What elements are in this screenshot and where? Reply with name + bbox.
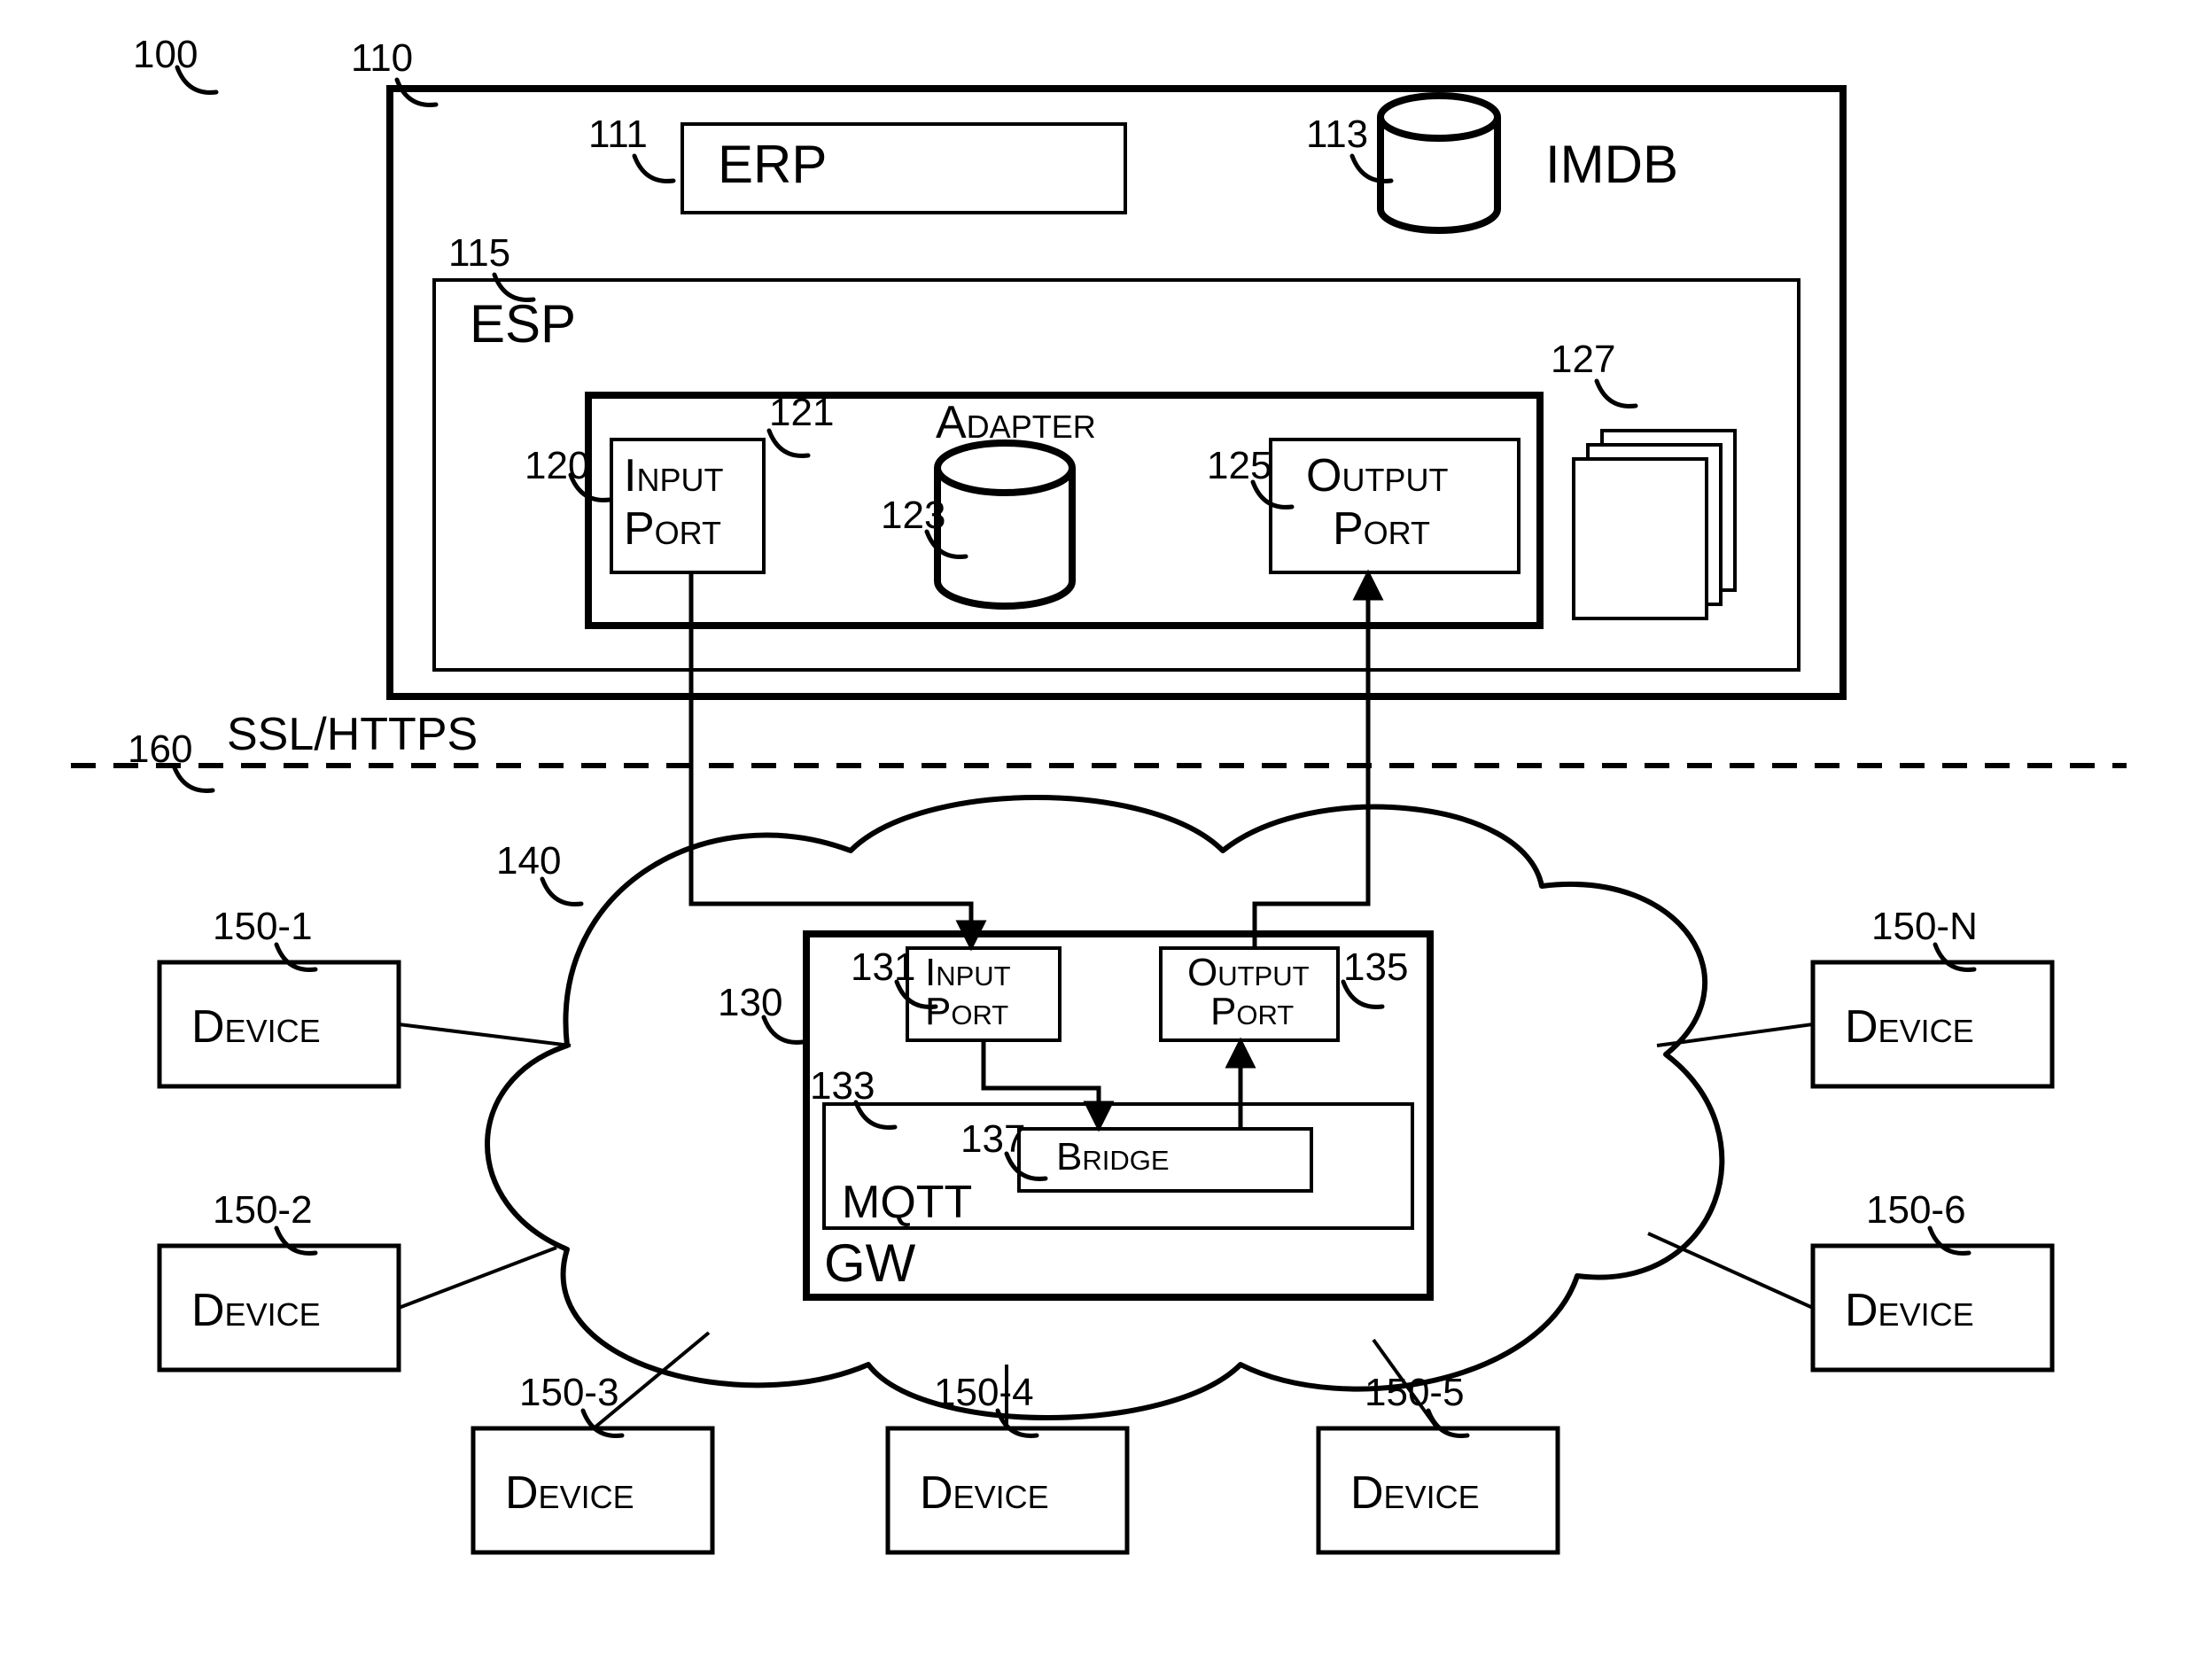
label-input2a: Input <box>925 951 1011 994</box>
ref-133: 133 <box>810 1064 875 1108</box>
ref-hook-140 <box>542 879 581 904</box>
ref-130: 130 <box>718 981 782 1024</box>
label-imdb: IMDB <box>1545 135 1678 194</box>
label-output1b: Port <box>1333 503 1430 555</box>
label-dev6: Device <box>1845 1285 1974 1336</box>
label-dev3: Device <box>505 1467 634 1519</box>
ref-110: 110 <box>351 36 413 80</box>
label-input1b: Port <box>624 503 721 555</box>
ref-131: 131 <box>851 945 915 989</box>
ref-150-4: 150-4 <box>934 1371 1034 1414</box>
label-dev2: Device <box>191 1285 321 1336</box>
ref-111: 111 <box>588 113 648 156</box>
ref-150-2: 150-2 <box>213 1188 313 1232</box>
ref-100: 100 <box>133 33 198 76</box>
label-adapter: Adapter <box>936 397 1096 448</box>
label-gw: GW <box>824 1233 916 1293</box>
ref-120: 120 <box>525 444 589 487</box>
ref-150-1: 150-1 <box>213 905 313 948</box>
label-mqtt: MQTT <box>842 1177 972 1228</box>
label-output2a: Output <box>1187 951 1310 994</box>
device-link-1 <box>399 1024 571 1046</box>
label-dev5: Device <box>1350 1467 1480 1519</box>
box-doc3 <box>1574 459 1707 618</box>
ref-123: 123 <box>881 494 945 537</box>
ref-150-N: 150-N <box>1871 905 1978 948</box>
label-input1a: Input <box>624 450 723 502</box>
device-link-2 <box>399 1248 556 1308</box>
label-esp: ESP <box>470 294 576 354</box>
ref-160: 160 <box>128 727 192 771</box>
ref-150-6: 150-6 <box>1866 1188 1966 1232</box>
label-output2b: Port <box>1210 990 1294 1033</box>
label-input2b: Port <box>925 990 1008 1033</box>
label-output1a: Output <box>1306 450 1448 502</box>
label-devN: Device <box>1845 1001 1974 1053</box>
label-erp: ERP <box>718 135 827 194</box>
ref-135: 135 <box>1343 945 1408 989</box>
label-ssl: SSL/HTTPS <box>227 709 478 760</box>
label-dev4: Device <box>920 1467 1049 1519</box>
ref-150-3: 150-3 <box>519 1371 619 1414</box>
cylinder-imdb-top <box>1380 96 1497 138</box>
ref-113: 113 <box>1306 113 1368 156</box>
ref-115: 115 <box>448 231 510 275</box>
diagram: 100 110 111 113 115 120 121 123 125 127 160 140 130 1… <box>0 0 2201 1680</box>
ref-121: 121 <box>769 391 834 434</box>
cylinder-adapter-top <box>937 443 1072 493</box>
ref-125: 125 <box>1207 444 1272 487</box>
ref-137: 137 <box>961 1117 1025 1161</box>
label-bridge: Bridge <box>1056 1135 1170 1178</box>
device-link-6 <box>1648 1233 1813 1308</box>
label-dev1: Device <box>191 1001 321 1053</box>
ref-150-5: 150-5 <box>1365 1371 1465 1414</box>
ref-140: 140 <box>496 839 561 883</box>
ref-127: 127 <box>1551 338 1615 381</box>
